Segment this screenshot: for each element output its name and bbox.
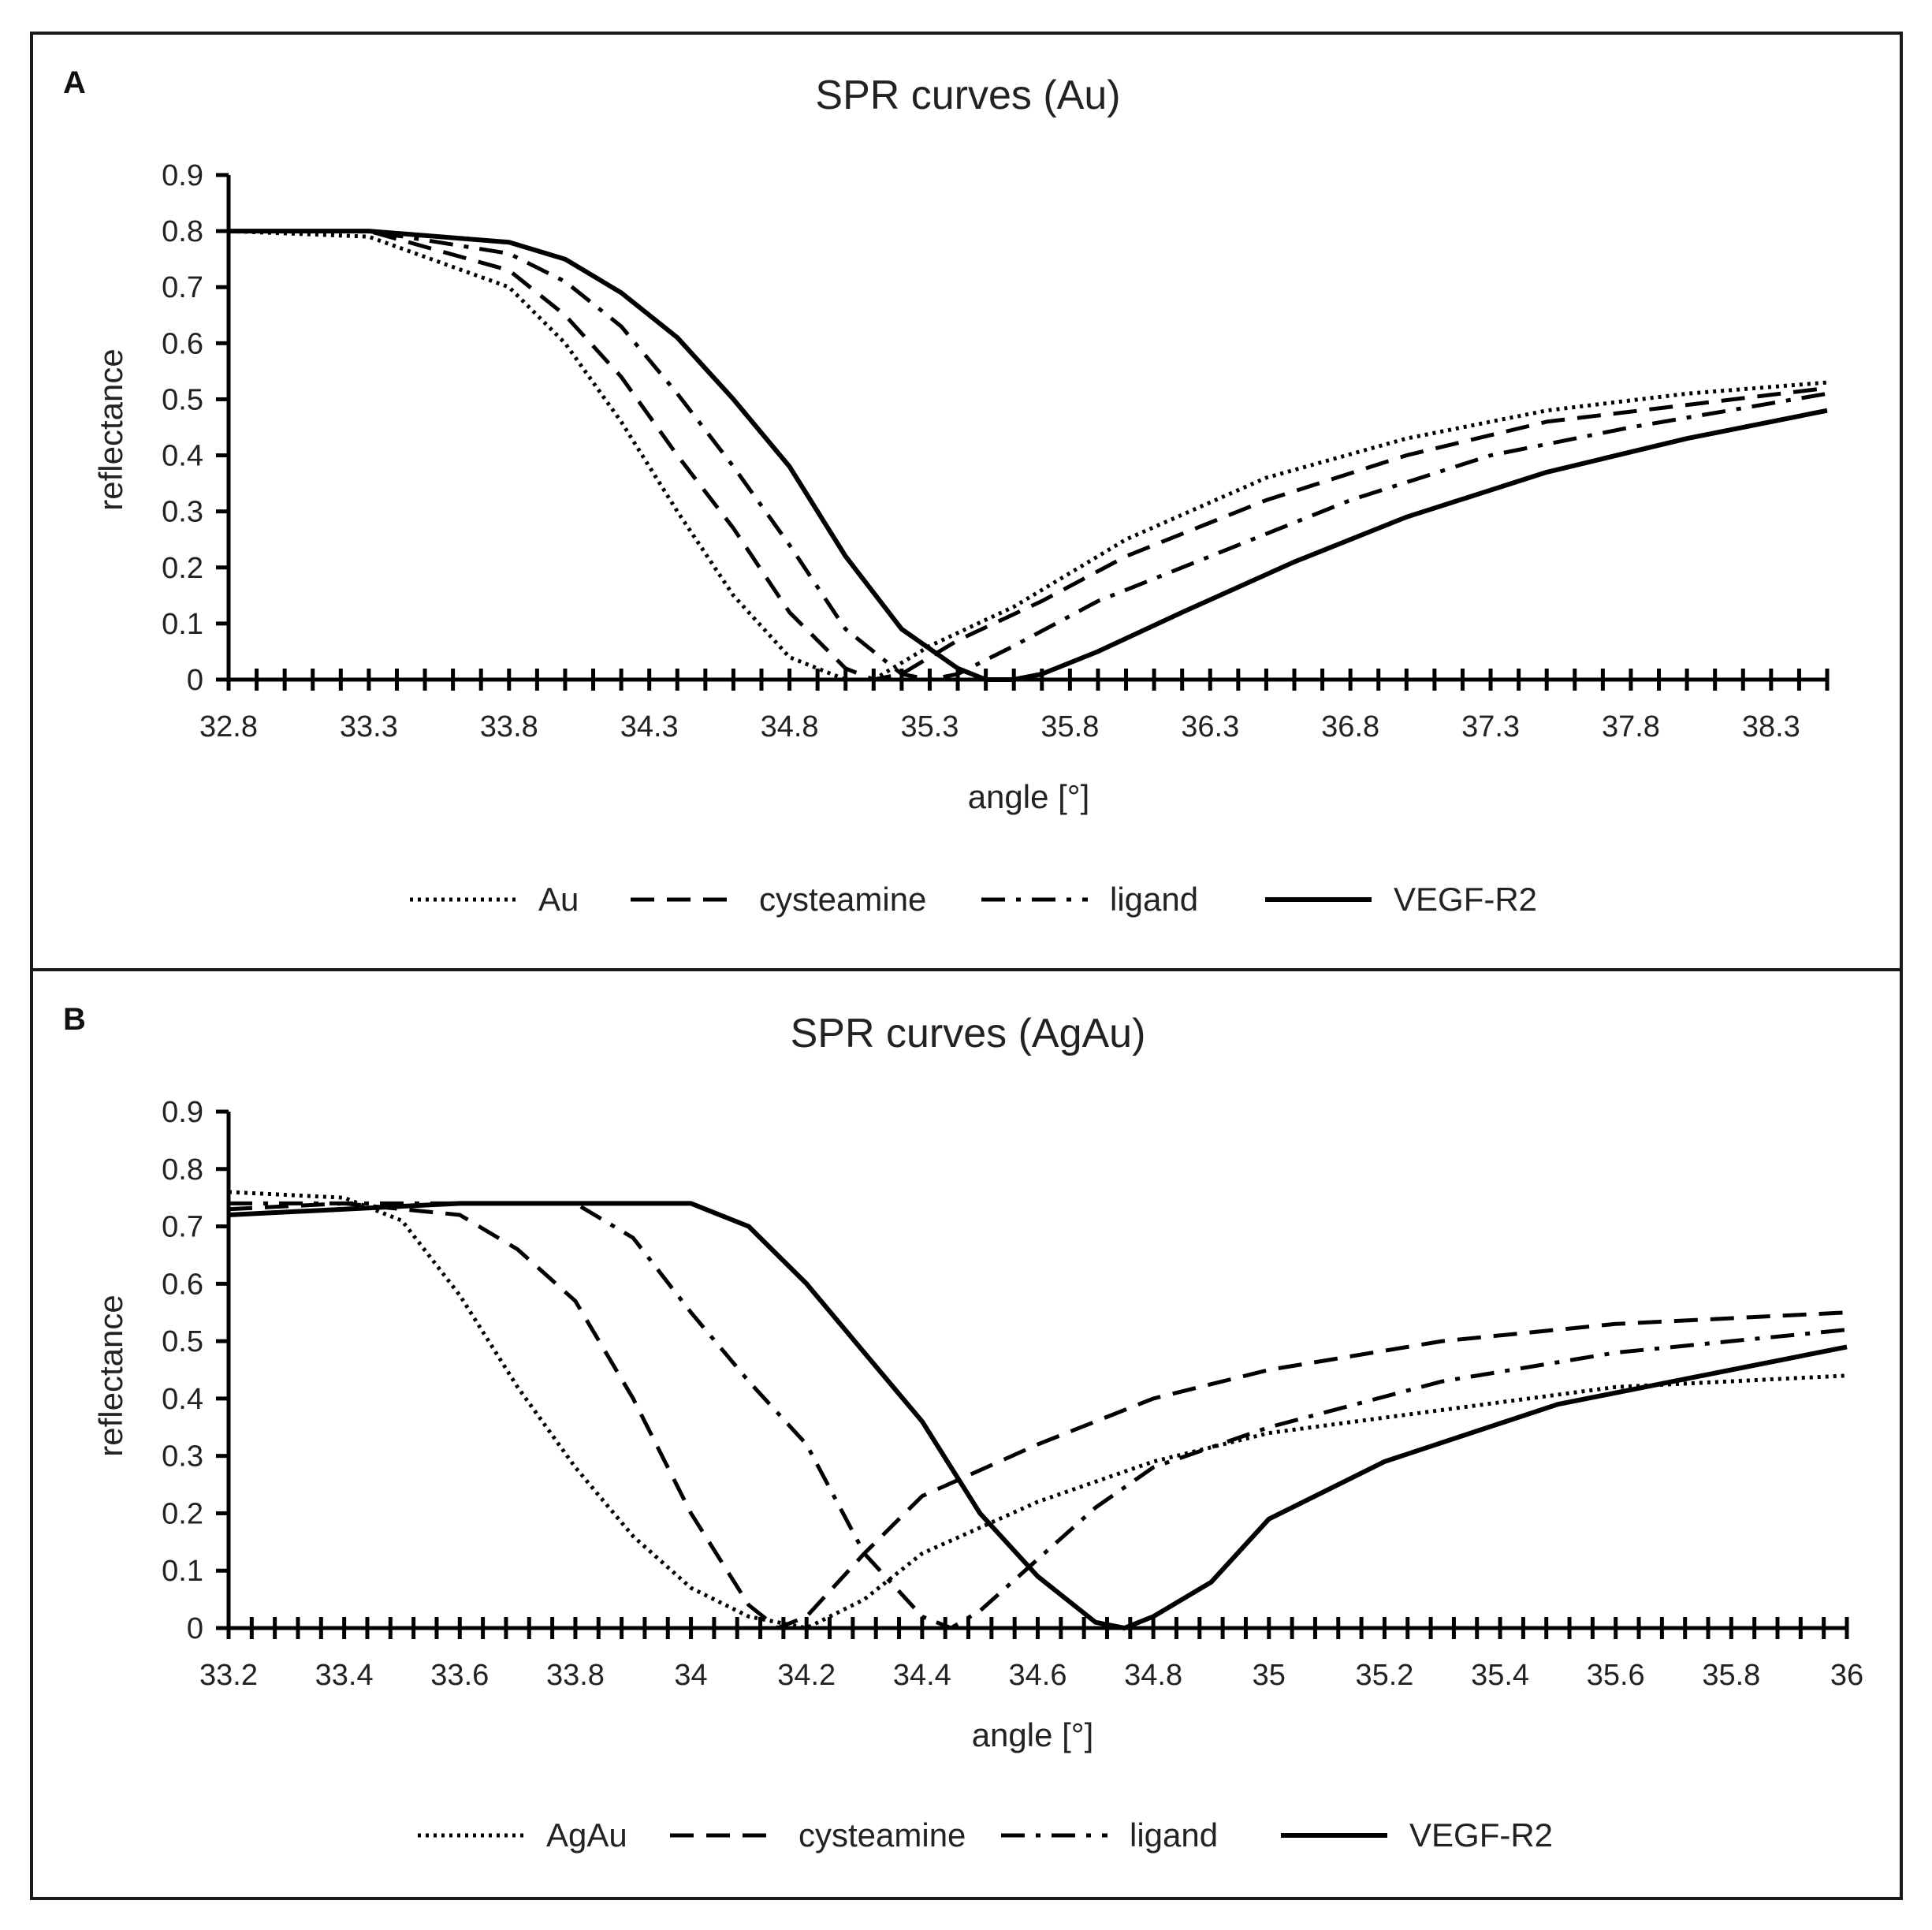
x-tick-label: 34.8 [1124,1659,1182,1692]
plot-area: 0 0.1 0.2 0.3 0.4 0.5 0.6 0.7 0.8 0.9 32.8 33.3 33.8… [162,159,1830,743]
y-axis-label: reflectance [92,348,129,510]
y-tick-label: 0 [187,664,203,697]
x-axis-label: angle [°] [968,778,1090,815]
x-tick-label: 33.4 [315,1659,374,1692]
y-tick-label: 0.2 [162,1497,203,1530]
chart-title: SPR curves (AgAu) [791,1011,1146,1056]
y-tick-label: 0.3 [162,496,203,529]
x-tick-label: 34.2 [777,1659,836,1692]
series-line-cysteamine [229,229,1828,682]
x-tick-label: 34.4 [893,1659,951,1692]
x-tick-label: 36 [1830,1659,1863,1692]
panel-a-frame [30,32,1903,971]
x-tick-label: 36.8 [1321,710,1379,743]
x-tick-label: 37.3 [1461,710,1520,743]
x-tick-label: 38.3 [1742,710,1800,743]
y-tick-label: 0.9 [162,159,203,192]
x-tick-label: 36.3 [1181,710,1239,743]
y-tick-label: 0.4 [162,440,203,473]
x-tick-label: 35.2 [1355,1659,1413,1692]
y-tick-label: 0.2 [162,552,203,585]
y-tick-label: 0.1 [162,1555,203,1588]
legend-label: AgAu [546,1816,627,1854]
x-tick-label: 35.8 [1040,710,1099,743]
series-line-cysteamine [228,1201,1848,1630]
x-tick-label: 33.2 [199,1659,258,1692]
y-tick-label: 0 [187,1612,203,1645]
x-tick-label: 35 [1253,1659,1286,1692]
y-tick-label: 0.8 [162,215,203,248]
legend-label: VEGF-R2 [1394,881,1537,918]
y-tick-label: 0.3 [162,1440,203,1474]
legend: AgAu cysteamine ligand VEGF-R2 [418,1816,1553,1854]
x-tick-label: 32.8 [199,710,258,743]
x-tick-label: 35.6 [1587,1659,1645,1692]
series-line-au [228,229,1828,682]
x-tick-label: 33.8 [546,1659,605,1692]
x-tick-label: 35.3 [900,710,959,743]
x-axis-label: angle [°] [972,1716,1094,1753]
series-line-ligand [229,1201,1848,1630]
chart-title: SPR curves (Au) [815,73,1120,118]
legend-label: cysteamine [798,1816,966,1854]
y-axis-label: reflectance [92,1295,129,1456]
panel-b: B SPR curves (AgAu) reflectance angle [°… [30,968,1903,1900]
y-tick-label: 0.6 [162,1268,203,1301]
series-line-vegf-r2 [228,1201,1848,1630]
y-tick-label: 0.4 [162,1383,203,1416]
y-tick-label: 0.5 [162,1325,203,1358]
panel-b-frame [30,968,1903,1900]
x-tick-label: 33.3 [340,710,398,743]
y-tick-label: 0.5 [162,383,203,416]
x-tick-label: 33.6 [430,1659,489,1692]
y-tick-label: 0.1 [162,608,203,641]
x-tick-label: 34.6 [1009,1659,1067,1692]
plot-area: 0 0.1 0.2 0.3 0.4 0.5 0.6 0.7 0.8 0.9 33.2 33.4 33.6… [162,1096,1863,1692]
series-line-vegf-r2 [229,229,1828,682]
series-line-ligand [229,229,1828,682]
x-tick-label: 34 [674,1659,707,1692]
y-tick-label: 0.9 [162,1096,203,1129]
legend-label: Au [538,881,579,918]
legend-label: cysteamine [759,881,926,918]
x-tick-label: 35.8 [1702,1659,1760,1692]
legend: Au cysteamine ligand VEGF-R2 [410,881,1537,918]
panel-a-letter: A [63,65,86,100]
y-tick-label: 0.6 [162,327,203,360]
panel-b-letter: B [63,1002,86,1037]
legend-label: ligand [1130,1816,1218,1854]
x-tick-label: 34.3 [620,710,679,743]
x-tick-label: 35.4 [1471,1659,1529,1692]
legend-label: VEGF-R2 [1409,1816,1553,1854]
x-tick-label: 33.8 [480,710,538,743]
panel-a: A SPR curves (Au) reflectance angle [°] … [30,32,1903,971]
series-line-agau [228,1190,1848,1630]
x-tick-label: 34.8 [761,710,819,743]
legend-label: ligand [1110,881,1198,918]
x-tick-label: 37.8 [1602,710,1660,743]
y-tick-label: 0.8 [162,1153,203,1187]
y-tick-label: 0.7 [162,271,203,304]
y-tick-label: 0.7 [162,1211,203,1244]
